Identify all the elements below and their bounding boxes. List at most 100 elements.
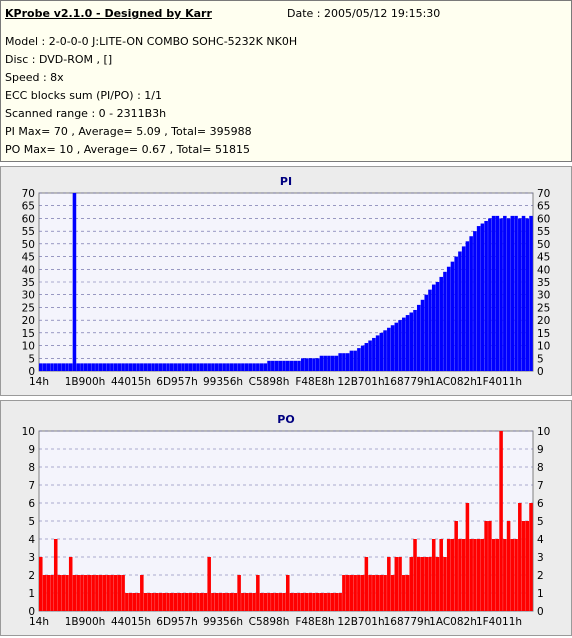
- pi-bar: [244, 363, 249, 371]
- po-bar: [53, 539, 58, 611]
- pi-xtick: 14h: [29, 376, 49, 388]
- pi-bar: [476, 226, 481, 371]
- pi-xtick: C5898h: [249, 376, 290, 388]
- po-bar: [439, 539, 443, 611]
- po-bar: [353, 575, 357, 611]
- pi-bar: [297, 360, 301, 371]
- pi-bar: [461, 246, 466, 371]
- po-bar: [222, 593, 226, 611]
- pi-bar: [398, 320, 402, 371]
- po-bar: [248, 593, 253, 611]
- pi-bar: [529, 215, 533, 371]
- pi-xtick: 12B701h: [337, 376, 384, 388]
- po-chart-panel: PO 0 0 1 1 2 2 3 3 4 4 5 5 6 6 7 7 8 8 9 9 10 10 14h 1B900h 44015…: [0, 400, 572, 636]
- pi-bar: [95, 363, 99, 371]
- pi-ytick-left: 30: [22, 290, 35, 302]
- po-bar: [233, 593, 238, 611]
- po-bar: [188, 593, 193, 611]
- pi-bar: [431, 284, 436, 371]
- po-bar: [372, 575, 376, 611]
- po-bar: [503, 539, 507, 611]
- pi-bar: [87, 363, 92, 371]
- po-bar: [499, 431, 503, 611]
- pi-bar: [495, 215, 500, 371]
- pi-bar: [420, 299, 425, 371]
- pi-bar: [177, 363, 182, 371]
- pi-bar: [98, 363, 103, 371]
- pi-ytick-left: 60: [22, 213, 35, 225]
- pi-bar: [233, 363, 238, 371]
- po-bar: [83, 575, 88, 611]
- pi-bar: [469, 236, 473, 371]
- po-bar: [323, 593, 327, 611]
- pi-bar: [39, 363, 43, 371]
- pi-bar: [387, 327, 391, 371]
- pi-bar: [267, 360, 271, 371]
- po-bar: [327, 593, 331, 611]
- app-title: KProbe v2.1.0 - Designed by Karr: [5, 7, 212, 20]
- pi-bar: [184, 363, 189, 371]
- pi-bar: [308, 358, 312, 371]
- po-bar: [110, 575, 114, 611]
- po-bar: [158, 593, 163, 611]
- po-bar: [76, 575, 80, 611]
- pi-bar: [394, 322, 399, 371]
- info-panel: KProbe v2.1.0 - Designed by Karr Date : …: [0, 0, 572, 162]
- po-bar: [102, 575, 107, 611]
- scan-date: Date : 2005/05/12 19:15:30: [287, 7, 441, 20]
- pi-ytick-left: 55: [22, 226, 35, 238]
- pi-bar: [140, 363, 144, 371]
- pi-bar: [357, 348, 361, 371]
- pi-bar: [72, 193, 77, 371]
- po-stats-line: PO Max= 10 , Average= 0.67 , Total= 5181…: [5, 143, 250, 156]
- range-line: Scanned range : 0 - 2311B3h: [5, 107, 167, 120]
- po-bar: [196, 593, 200, 611]
- po-xtick: 168779h: [384, 616, 431, 628]
- pi-bar: [76, 363, 80, 371]
- pi-ytick-left: 25: [22, 302, 35, 314]
- po-bar: [117, 575, 122, 611]
- pi-bar: [158, 363, 163, 371]
- po-bar: [398, 557, 402, 611]
- pi-bar: [83, 363, 88, 371]
- po-bar: [207, 557, 211, 611]
- po-bar: [387, 557, 391, 611]
- pi-bar: [241, 363, 245, 371]
- po-bar: [166, 593, 170, 611]
- po-bar: [349, 575, 354, 611]
- pi-bar: [491, 215, 496, 371]
- po-bar: [506, 521, 511, 611]
- po-bar: [95, 575, 99, 611]
- po-bar: [289, 593, 294, 611]
- po-bar: [282, 593, 286, 611]
- pi-bar: [465, 241, 470, 371]
- pi-bar: [364, 343, 369, 371]
- po-xtick: 99356h: [203, 616, 243, 628]
- pi-bar: [334, 355, 339, 371]
- pi-bar: [207, 363, 211, 371]
- pi-bar: [110, 363, 114, 371]
- po-bar: [214, 593, 219, 611]
- pi-ytick-right: 60: [537, 213, 550, 225]
- pi-ytick-left: 40: [22, 264, 35, 276]
- po-bar: [319, 593, 324, 611]
- po-bar: [125, 593, 129, 611]
- pi-xtick: 6D957h: [156, 376, 197, 388]
- pi-bar: [147, 363, 152, 371]
- pi-bar: [353, 350, 357, 371]
- po-bar: [379, 575, 384, 611]
- pi-bar: [237, 363, 241, 371]
- pi-bar: [473, 231, 477, 371]
- po-bar: [297, 593, 301, 611]
- pi-ytick-right: 45: [537, 252, 550, 264]
- po-bar: [136, 593, 140, 611]
- pi-bar: [46, 363, 51, 371]
- pi-bar: [484, 220, 488, 371]
- pi-ytick-right: 10: [537, 341, 550, 353]
- pi-ytick-left: 20: [22, 315, 35, 327]
- pi-bar: [319, 355, 324, 371]
- pi-bar: [338, 353, 342, 371]
- pi-bar: [188, 363, 193, 371]
- pi-bar: [510, 215, 515, 371]
- pi-bar: [405, 315, 410, 371]
